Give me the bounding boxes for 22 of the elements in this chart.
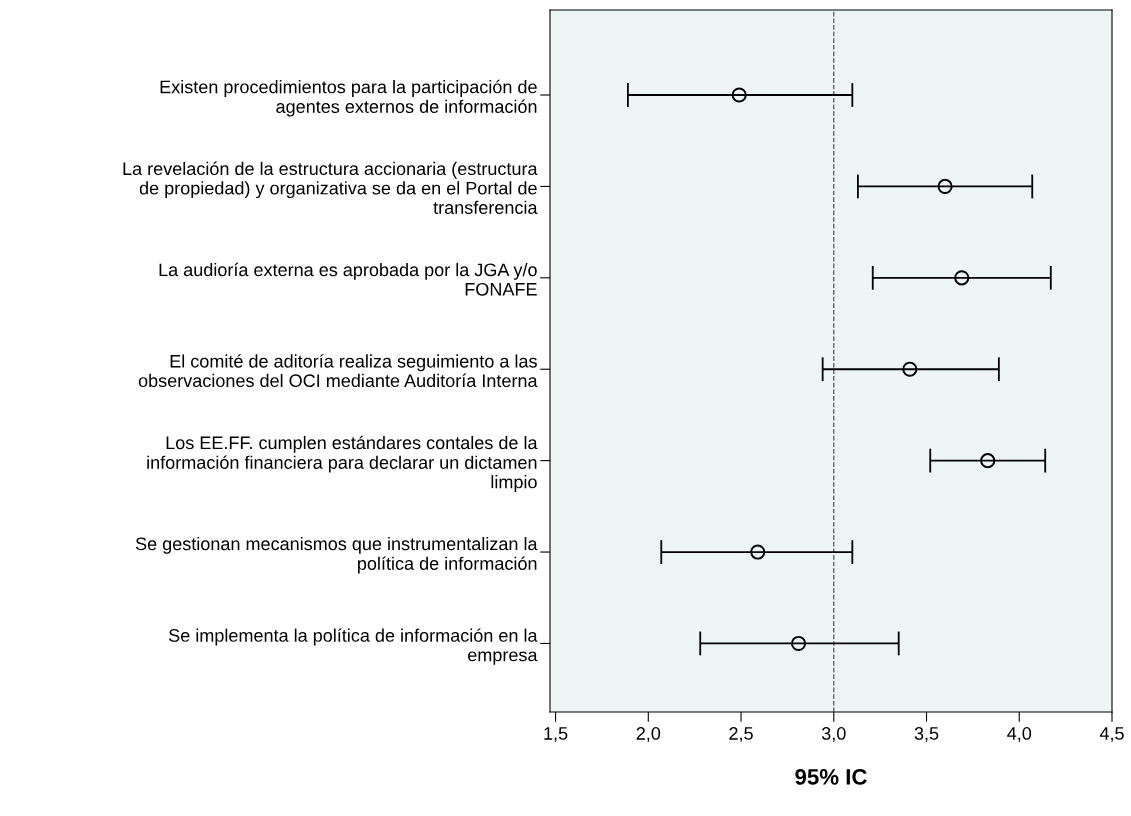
x-axis-title: 95% IC <box>795 769 867 785</box>
y-tick-label: El comité de aditoría realiza seguimiento a las observaciones del OCI mediante Auditoría Interna <box>138 354 538 388</box>
point <box>954 270 970 286</box>
point <box>750 544 766 560</box>
y-tick-label: Se implementa la política de información en la empresa <box>169 628 538 665</box>
y-tick-label: Se gestionan mecanismos que instrumentalizan la política de información <box>135 536 538 574</box>
x-tick-label: 4,0 <box>1007 727 1032 742</box>
y-tick-label: Los EE.FF. cumplen estándares contales de la información financiera para declarar un dictamen limpio <box>147 435 538 492</box>
x-tick-label: 4,5 <box>1099 727 1124 742</box>
point <box>937 178 953 194</box>
y-tick-label: La revelación de la estructura accionaria (estructura de propiedad) y organizativa se da en el Portal de transferencia <box>123 161 538 214</box>
point <box>790 635 807 651</box>
x-tick-label: 3,0 <box>821 727 846 742</box>
y-tick-label: La audioría externa es aprobada por la JGA y/o FONAFE <box>159 262 537 296</box>
point <box>902 361 918 377</box>
y-tick-label: Existen procedimientos para la participación de agentes externos de información <box>160 79 537 117</box>
x-tick-label: 2,0 <box>636 727 661 742</box>
x-tick-label: 3,5 <box>914 727 939 742</box>
x-tick-label: 2,5 <box>729 727 753 742</box>
x-tick-label: 1,5 <box>544 727 568 742</box>
point <box>980 453 996 469</box>
point <box>731 87 747 103</box>
